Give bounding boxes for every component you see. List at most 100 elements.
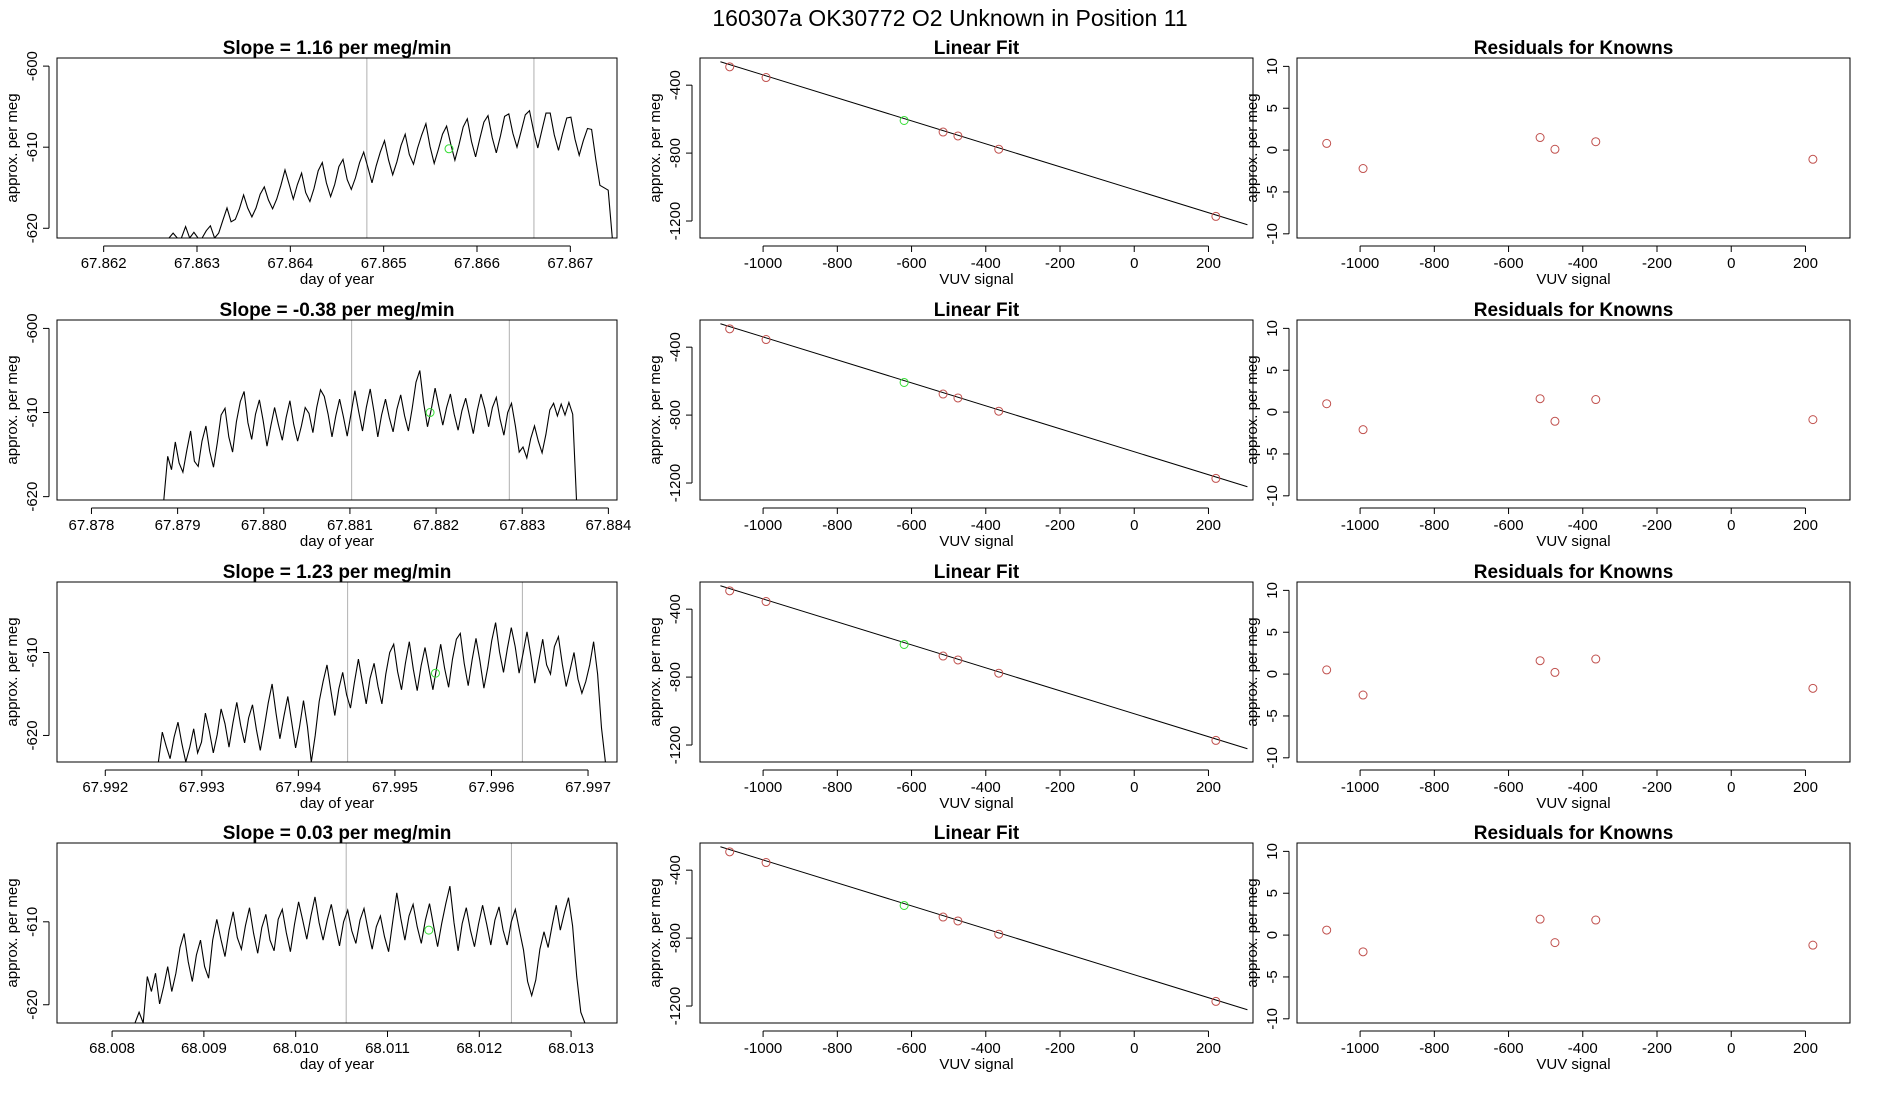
y-tick-label: -800	[667, 138, 684, 168]
data-series-line	[157, 622, 606, 762]
data-series-line	[134, 885, 586, 1023]
x-tick-label: 200	[1196, 255, 1221, 272]
known-point	[1535, 394, 1545, 404]
x-tick-label: 67.863	[174, 255, 220, 272]
fit-line	[720, 323, 1248, 488]
x-axis-label: day of year	[300, 1056, 374, 1073]
x-tick-label: -200	[1642, 1040, 1672, 1057]
y-tick-label: 5	[1264, 889, 1281, 897]
y-axis-label: approx. per meg	[1244, 617, 1261, 726]
y-tick-label: -800	[667, 662, 684, 692]
x-tick-label: 68.012	[456, 1040, 502, 1057]
x-tick-label: -800	[822, 255, 852, 272]
x-tick-label: 0	[1727, 779, 1735, 796]
known-point	[938, 389, 948, 399]
y-axis-label: approx. per meg	[647, 878, 664, 987]
x-tick-label: 200	[1196, 1040, 1221, 1057]
known-point	[1591, 654, 1601, 664]
y-tick-label: -10	[1264, 747, 1281, 769]
known-point	[725, 62, 735, 72]
x-tick-label: 67.993	[179, 779, 225, 796]
x-tick-label: -200	[1642, 255, 1672, 272]
y-tick-label: -800	[667, 923, 684, 953]
panel-title: Linear Fit	[934, 823, 1020, 844]
y-tick-label: 5	[1264, 104, 1281, 112]
known-point	[994, 144, 1004, 154]
known-point	[938, 651, 948, 661]
plot-frame	[1296, 57, 1851, 239]
x-tick-label: 67.995	[372, 779, 418, 796]
known-point	[725, 586, 735, 596]
known-point	[1358, 425, 1368, 435]
panel-grid: Slope = 1.16 per meg/min 67.862 67.863 67.8…	[4, 38, 1851, 1073]
x-tick-label: 0	[1130, 1040, 1138, 1057]
known-point	[994, 406, 1004, 416]
plot-frame	[699, 842, 1254, 1024]
unknown-point	[430, 668, 440, 678]
x-tick-label: 68.009	[181, 1040, 227, 1057]
panel-title: Slope = 1.23 per meg/min	[223, 562, 452, 583]
known-point	[1535, 133, 1545, 143]
y-tick-label: 10	[1264, 58, 1281, 75]
x-tick-label: 200	[1793, 1040, 1818, 1057]
y-axis-label: approx. per meg	[647, 617, 664, 726]
y-tick-label: -1200	[667, 464, 684, 502]
panel-1-2: Linear Fit -1000 -800 -600 -400 -200 0 200 VUV s…	[647, 38, 1254, 288]
plot-frame	[1296, 581, 1851, 763]
x-tick-label: 200	[1196, 779, 1221, 796]
x-tick-label: -400	[971, 517, 1001, 534]
y-tick-label: -600	[24, 51, 41, 81]
y-tick-label: -610	[24, 907, 41, 937]
fit-line	[720, 846, 1248, 1011]
y-tick-label: -10	[1264, 1008, 1281, 1030]
y-tick-label: -1200	[667, 987, 684, 1025]
x-tick-label: -600	[897, 1040, 927, 1057]
panel-4-2: Linear Fit -1000 -800 -600 -400 -200 0 200 VUV s…	[647, 823, 1254, 1073]
x-tick-label: 67.866	[454, 255, 500, 272]
unknown-point	[899, 900, 909, 910]
y-tick-label: -400	[667, 332, 684, 362]
y-tick-label: -5	[1264, 709, 1281, 722]
x-tick-label: -800	[822, 517, 852, 534]
y-tick-label: -400	[667, 855, 684, 885]
y-tick-label: -10	[1264, 485, 1281, 507]
y-tick-label: 5	[1264, 366, 1281, 374]
panel-title: Slope = 0.03 per meg/min	[223, 823, 452, 844]
x-tick-label: -1000	[1341, 517, 1379, 534]
unknown-point	[424, 925, 434, 935]
figure-suptitle: 160307a OK30772 O2 Unknown in Position 1…	[712, 5, 1187, 31]
known-point	[1591, 137, 1601, 147]
x-tick-label: -1000	[1341, 255, 1379, 272]
panel-title: Linear Fit	[934, 562, 1020, 583]
y-tick-label: -400	[667, 70, 684, 100]
x-tick-label: -800	[1419, 517, 1449, 534]
panel-3-3: Residuals for Knowns-1000 -800 -600 -400 -20…	[1244, 562, 1851, 812]
known-point	[1322, 138, 1332, 148]
x-tick-label: -200	[1642, 517, 1672, 534]
known-point	[1322, 399, 1332, 409]
known-point	[1358, 947, 1368, 957]
known-point	[1211, 211, 1221, 221]
known-point	[1808, 154, 1818, 164]
panel-3-1: Slope = 1.23 per meg/min 67.992 67.993 67.9…	[4, 562, 618, 812]
x-tick-label: 0	[1130, 255, 1138, 272]
x-tick-label: 67.997	[565, 779, 611, 796]
x-axis-label: VUV signal	[1536, 533, 1610, 550]
y-tick-label: -1200	[667, 726, 684, 764]
known-point	[1591, 395, 1601, 405]
known-point	[1550, 938, 1560, 948]
plot-frame	[1296, 842, 1851, 1024]
y-axis-label: approx. per meg	[4, 617, 21, 726]
x-tick-label: 0	[1727, 1040, 1735, 1057]
panel-2-2: Linear Fit -1000 -800 -600 -400 -200 0 200 VUV s…	[647, 300, 1254, 550]
unknown-point	[444, 144, 454, 154]
data-series-line	[163, 370, 578, 500]
x-tick-label: -200	[1045, 517, 1075, 534]
y-axis-label: approx. per meg	[4, 878, 21, 987]
plot-frame	[699, 581, 1254, 763]
known-point	[953, 131, 963, 141]
plot-frame	[56, 319, 618, 501]
x-tick-label: 200	[1793, 779, 1818, 796]
x-tick-label: 67.881	[327, 517, 373, 534]
known-point	[1211, 996, 1221, 1006]
